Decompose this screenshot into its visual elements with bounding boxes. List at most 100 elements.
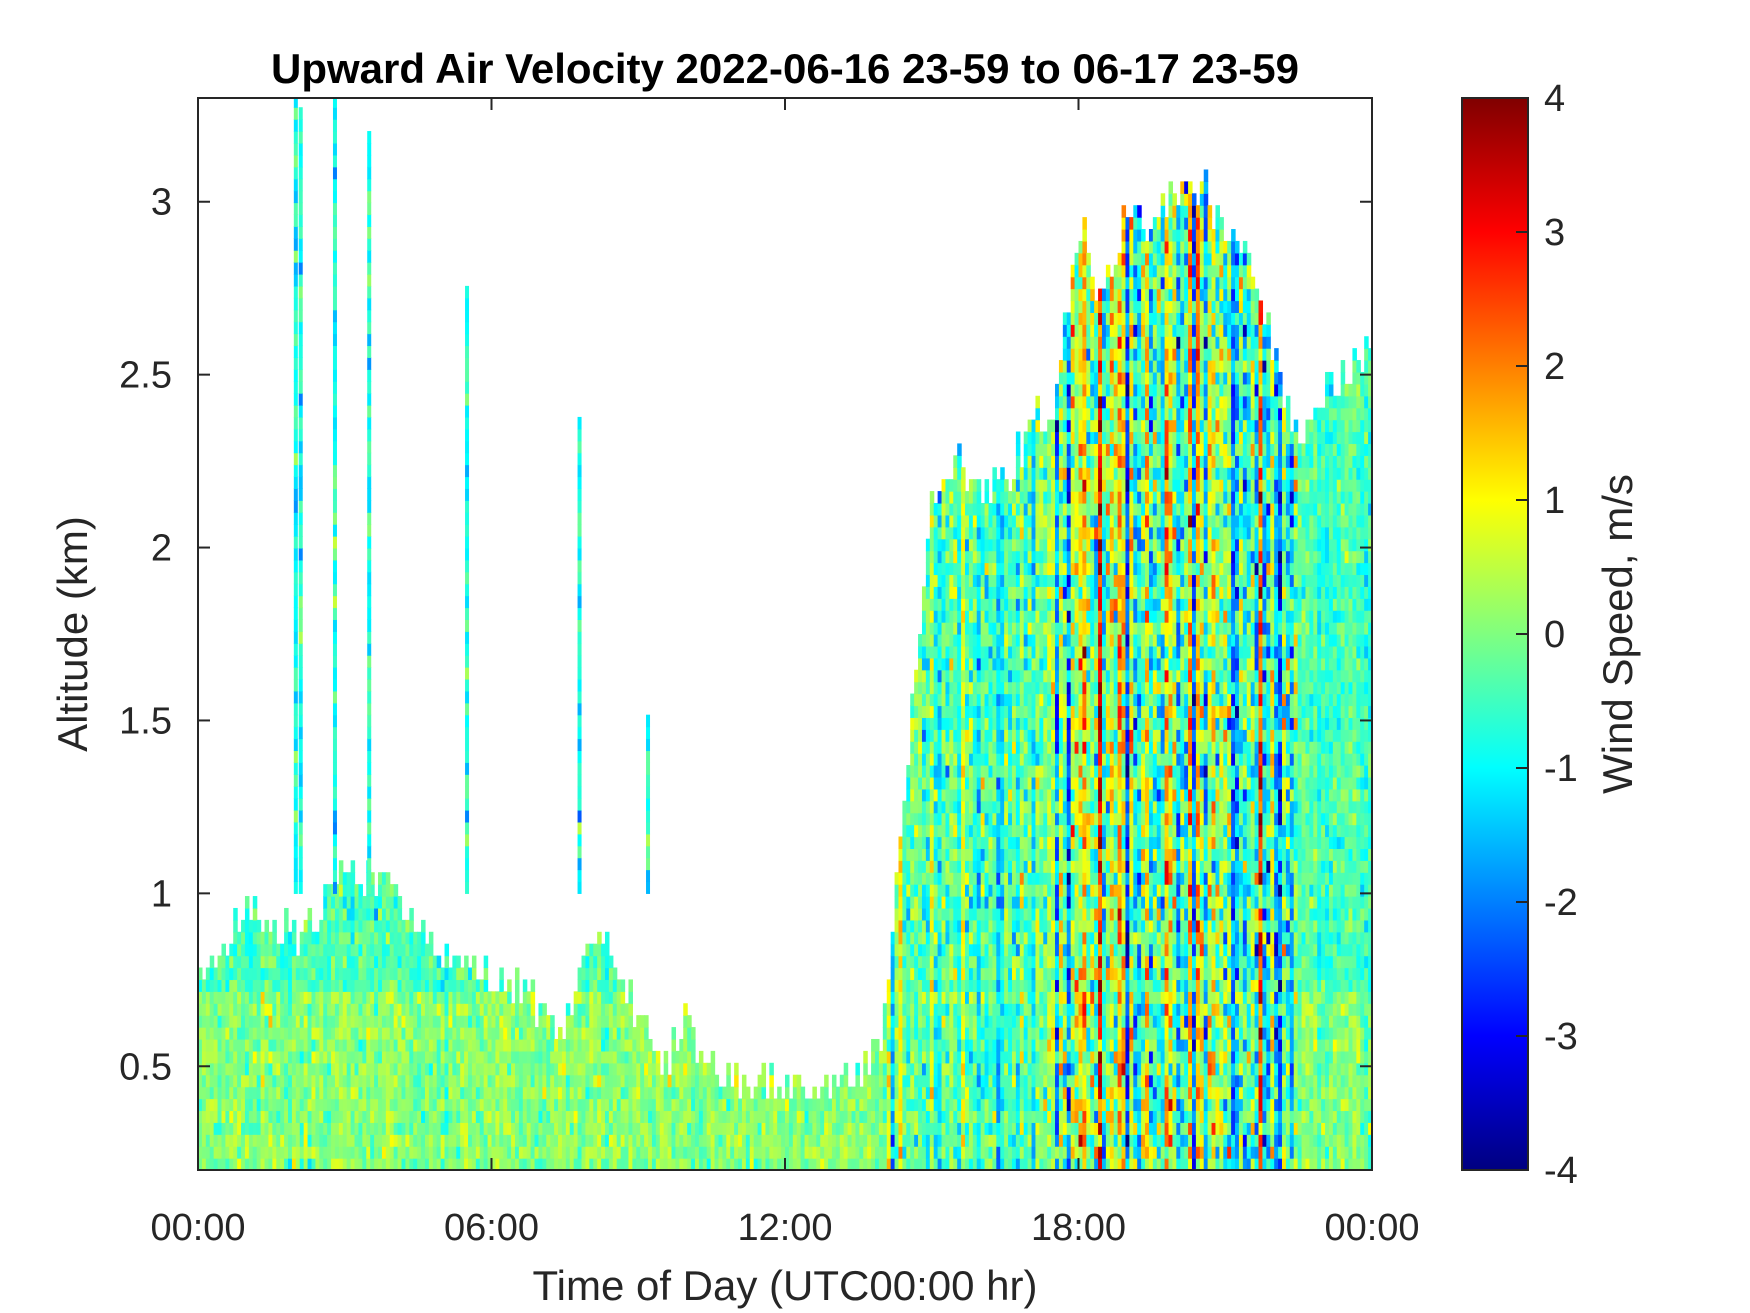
heatmap-cell xyxy=(1043,491,1048,504)
heatmap-cell xyxy=(354,1074,360,1088)
heatmap-cell xyxy=(1004,991,1009,1004)
heatmap-cell xyxy=(299,1122,305,1135)
heatmap-cell xyxy=(311,1003,316,1016)
heatmap-cell xyxy=(366,1062,371,1076)
heatmap-cell xyxy=(264,1134,270,1147)
heatmap-cell xyxy=(338,919,344,933)
heatmap-cell xyxy=(585,1146,590,1159)
heatmap-cell xyxy=(863,1050,868,1064)
heatmap-cell xyxy=(1043,967,1048,981)
heatmap-cell xyxy=(1051,1050,1056,1064)
heatmap-cell xyxy=(961,824,966,838)
heatmap-cell xyxy=(319,1015,324,1028)
heatmap-cell xyxy=(401,1134,406,1147)
heatmap-cell xyxy=(256,1146,262,1159)
heatmap-cell xyxy=(651,1158,657,1170)
heatmap-cell xyxy=(311,1098,316,1112)
heatmap-cell xyxy=(565,1050,571,1064)
heatmap-cell xyxy=(890,991,896,1004)
heatmap-cell xyxy=(405,1027,410,1040)
heatmap-cell xyxy=(1019,1062,1025,1076)
heatmap-cell xyxy=(1039,514,1044,528)
heatmap-cell xyxy=(992,491,997,504)
heatmap-cell xyxy=(452,1110,457,1123)
heatmap-cell xyxy=(918,765,923,778)
heatmap-cell xyxy=(483,1122,489,1135)
heatmap-cell xyxy=(1019,634,1025,647)
heatmap-cell xyxy=(1047,502,1052,516)
heatmap-cell xyxy=(612,1003,618,1016)
heatmap-cell xyxy=(996,562,1001,576)
heatmap-cell xyxy=(1004,645,1009,659)
heatmap-cell xyxy=(1047,776,1052,790)
heatmap-cell xyxy=(726,1146,731,1159)
heatmap-cell xyxy=(362,1003,367,1016)
heatmap-cell xyxy=(1027,550,1033,564)
heatmap-cell xyxy=(996,872,1001,885)
heatmap-cell xyxy=(1000,776,1005,790)
heatmap-cell xyxy=(1031,669,1037,683)
heatmap-cell xyxy=(460,1027,465,1040)
heatmap-cell xyxy=(307,1158,313,1170)
heatmap-cell xyxy=(260,1122,266,1135)
heatmap-cell xyxy=(1047,610,1052,623)
heatmap-cell xyxy=(354,1086,360,1100)
heatmap-cell xyxy=(1008,1015,1013,1028)
heatmap-cell xyxy=(1039,765,1044,778)
heatmap-cell xyxy=(628,1038,633,1052)
heatmap-cell xyxy=(558,1074,563,1088)
heatmap-cell xyxy=(921,991,927,1004)
heatmap-cell xyxy=(933,919,939,933)
heatmap-cell xyxy=(241,955,246,969)
heatmap-cell xyxy=(671,1074,677,1088)
heatmap-cell xyxy=(601,1146,606,1159)
heatmap-cell xyxy=(910,991,915,1004)
heatmap-cell xyxy=(640,1027,645,1040)
heatmap-cell xyxy=(538,1134,543,1147)
heatmap-cell xyxy=(1008,1062,1013,1076)
heatmap-cell xyxy=(323,1098,328,1112)
heatmap-cell xyxy=(945,491,950,504)
heatmap-cell xyxy=(1027,431,1033,445)
heatmap-cell xyxy=(397,931,403,945)
heatmap-cell xyxy=(319,979,324,992)
heatmap-cell xyxy=(417,943,422,957)
heatmap-cell xyxy=(1027,955,1033,969)
heatmap-cell xyxy=(953,574,958,587)
heatmap-cell xyxy=(1019,848,1025,861)
heatmap-cell xyxy=(910,1015,915,1028)
heatmap-cell xyxy=(785,1122,790,1135)
heatmap-cell xyxy=(918,741,923,754)
heatmap-cell xyxy=(976,645,982,659)
heatmap-cell xyxy=(499,1110,504,1123)
heatmap-cell xyxy=(624,1134,630,1147)
heatmap-cell xyxy=(233,943,238,957)
heatmap-cell xyxy=(988,979,993,992)
heatmap-cell xyxy=(1035,586,1040,599)
heatmap-cell xyxy=(276,1027,281,1040)
heatmap-cell xyxy=(225,1122,230,1135)
heatmap-cell xyxy=(1043,574,1048,587)
heatmap-cell xyxy=(198,1146,203,1159)
heatmap-cell xyxy=(828,1098,833,1112)
heatmap-cell xyxy=(303,943,309,957)
heatmap-cell xyxy=(734,1074,739,1088)
heatmap-cell xyxy=(1035,526,1040,540)
heatmap-cell xyxy=(452,1146,457,1159)
heatmap-cell xyxy=(616,1038,622,1052)
heatmap-cell xyxy=(1051,586,1056,599)
heatmap-cell xyxy=(918,705,923,718)
heatmap-cell xyxy=(894,1110,900,1123)
heatmap-cell xyxy=(933,800,939,814)
heatmap-cell xyxy=(925,645,931,659)
heatmap-cell xyxy=(217,1134,223,1147)
heatmap-cell xyxy=(209,1074,215,1088)
heatmap-cell xyxy=(209,1122,215,1135)
heatmap-cell xyxy=(221,991,226,1004)
heatmap-cell xyxy=(941,1003,947,1016)
heatmap-cell xyxy=(1035,753,1040,766)
heatmap-cell xyxy=(890,1050,896,1064)
heatmap-cell xyxy=(698,1062,704,1076)
heatmap-cell xyxy=(812,1158,817,1170)
heatmap-cell xyxy=(961,562,966,576)
